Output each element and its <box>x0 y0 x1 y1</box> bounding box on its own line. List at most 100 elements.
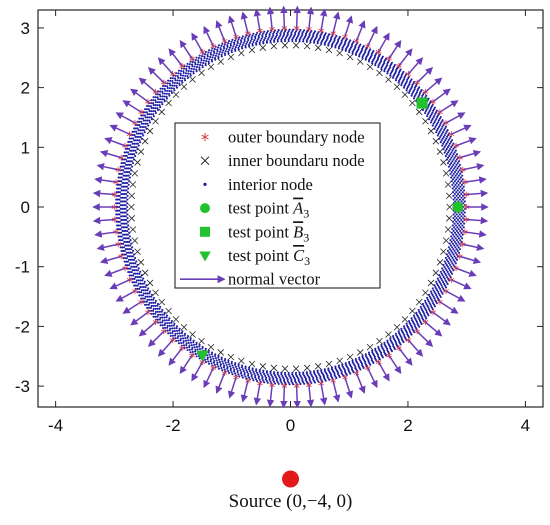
interior-node <box>424 301 427 304</box>
interior-node <box>452 194 455 197</box>
interior-node <box>452 229 455 233</box>
interior-node <box>186 335 189 338</box>
interior-node <box>161 321 164 324</box>
normal-vector-arrow <box>168 347 183 366</box>
interior-node <box>159 313 162 316</box>
interior-node <box>163 100 166 103</box>
interior-node <box>206 358 209 361</box>
interior-node <box>135 132 139 135</box>
interior-node <box>140 291 143 294</box>
interior-node <box>123 189 126 192</box>
interior-node <box>456 244 459 247</box>
normal-vector-arrow <box>203 367 214 389</box>
interior-node <box>313 30 317 33</box>
interior-node <box>188 344 191 347</box>
interior-node <box>165 314 169 317</box>
interior-node <box>236 369 239 372</box>
interior-node <box>454 215 457 218</box>
interior-node <box>150 113 153 116</box>
interior-node <box>232 45 235 48</box>
interior-node <box>442 263 445 266</box>
interior-node <box>241 364 244 367</box>
interior-node <box>237 38 240 41</box>
interior-node <box>309 39 312 42</box>
interior-node <box>301 32 304 35</box>
interior-node <box>330 45 333 48</box>
interior-node <box>156 315 159 318</box>
interior-node <box>431 111 434 114</box>
interior-node <box>435 109 438 112</box>
interior-node <box>148 292 151 295</box>
interior-node <box>123 161 126 165</box>
interior-node <box>142 282 146 285</box>
interior-node <box>124 200 127 203</box>
interior-node <box>171 77 174 80</box>
interior-node <box>173 329 176 333</box>
interior-node <box>148 113 151 116</box>
interior-node <box>329 38 333 41</box>
interior-node <box>432 109 435 112</box>
interior-node <box>240 37 244 40</box>
interior-node <box>294 373 298 376</box>
interior-node <box>227 40 231 43</box>
interior-node <box>214 357 217 360</box>
interior-node <box>231 364 234 367</box>
interior-node <box>119 246 122 249</box>
interior-node <box>254 37 257 40</box>
interior-node <box>223 43 226 46</box>
interior-node <box>453 240 457 243</box>
interior-node <box>443 284 447 287</box>
interior-node <box>216 361 219 364</box>
interior-node <box>158 104 161 107</box>
interior-node <box>173 77 177 80</box>
interior-node <box>124 257 127 260</box>
interior-node <box>459 226 462 229</box>
interior-node <box>210 351 214 354</box>
interior-node <box>127 237 130 240</box>
interior-node <box>120 176 123 179</box>
interior-node <box>125 222 128 225</box>
interior-node <box>454 196 457 199</box>
interior-node <box>179 74 182 77</box>
interior-node <box>410 326 414 329</box>
interior-node <box>228 363 231 366</box>
interior-node <box>193 65 196 68</box>
interior-node <box>120 249 123 253</box>
interior-node <box>440 272 443 275</box>
interior-node <box>150 309 153 312</box>
interior-node <box>452 217 455 220</box>
interior-node <box>234 48 237 51</box>
interior-node <box>424 112 427 115</box>
interior-node <box>455 178 458 181</box>
interior-node <box>457 231 460 234</box>
interior-node <box>312 376 315 379</box>
inner-boundary-node <box>401 316 409 323</box>
interior-node <box>124 237 127 240</box>
interior-node <box>283 379 286 383</box>
interior-node <box>125 260 128 263</box>
interior-node <box>349 39 352 42</box>
interior-node <box>264 33 268 36</box>
normal-vector-arrow <box>157 339 174 357</box>
interior-node <box>379 60 383 63</box>
interior-node <box>293 376 296 379</box>
interior-node <box>123 151 126 154</box>
interior-node <box>453 156 456 159</box>
interior-node <box>254 35 257 38</box>
interior-node <box>223 52 226 55</box>
interior-node <box>273 39 276 42</box>
interior-node <box>461 233 464 236</box>
interior-node <box>430 106 433 109</box>
interior-node <box>122 189 125 192</box>
interior-node <box>152 103 155 107</box>
interior-node <box>374 347 377 350</box>
interior-node <box>439 135 442 138</box>
interior-node <box>345 373 348 376</box>
interior-node <box>148 119 151 122</box>
inner-boundary-node <box>227 353 235 361</box>
interior-node <box>265 371 268 374</box>
interior-node <box>451 262 454 265</box>
interior-node <box>234 49 237 52</box>
interior-node <box>391 68 395 71</box>
test-point-c3 <box>196 350 209 362</box>
